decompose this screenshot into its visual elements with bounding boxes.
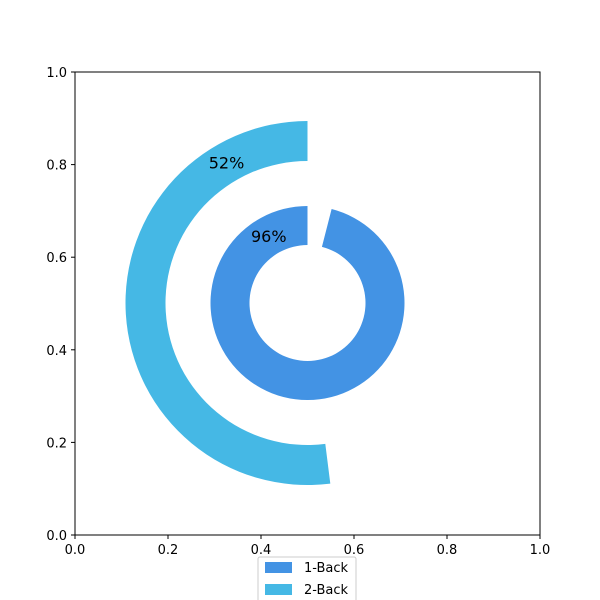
- x-tick-label: 0.4: [251, 543, 272, 558]
- y-tick-label: 0.4: [46, 344, 67, 359]
- y-axis: 0.0 0.2 0.4 0.6 0.8 1.0: [46, 66, 75, 544]
- y-tick-label: 0.2: [46, 436, 67, 451]
- legend-label-1-back: 1-Back: [304, 561, 349, 576]
- legend-label-2-back: 2-Back: [304, 583, 349, 598]
- x-axis: 0.0 0.2 0.4 0.6 0.8 1.0: [65, 535, 551, 558]
- legend-swatch-2-back: [265, 584, 292, 595]
- x-tick-label: 0.2: [158, 543, 179, 558]
- ring-series: 96% 52%: [125, 121, 405, 485]
- x-tick-label: 0.8: [437, 543, 458, 558]
- y-tick-label: 0.8: [46, 159, 67, 174]
- y-tick-label: 1.0: [46, 66, 67, 81]
- y-tick-label: 0.0: [46, 529, 67, 544]
- ring-1-back: [210, 206, 405, 401]
- plot-frame: [74, 71, 541, 536]
- legend-swatch-1-back: [265, 562, 292, 573]
- ring-2-back: [125, 121, 331, 485]
- value-label-1-back: 96%: [251, 227, 287, 246]
- x-tick-label: 0.6: [344, 543, 365, 558]
- legend: 1-Back 2-Back: [257, 556, 357, 600]
- x-tick-label: 1.0: [530, 543, 551, 558]
- value-label-2-back: 52%: [209, 154, 245, 173]
- x-tick-label: 0.0: [65, 543, 86, 558]
- y-tick-label: 0.6: [46, 251, 67, 266]
